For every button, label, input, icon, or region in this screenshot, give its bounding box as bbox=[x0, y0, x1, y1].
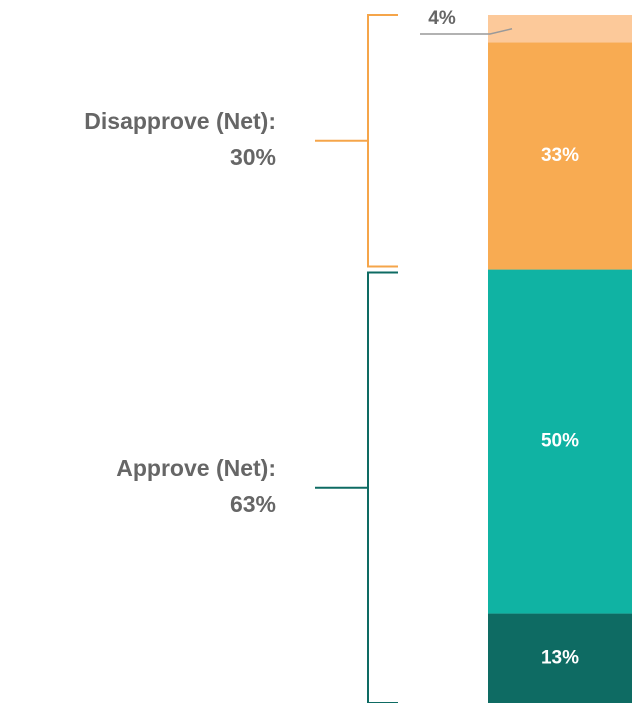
value-label: 13% bbox=[541, 647, 579, 668]
bar-segment bbox=[488, 613, 632, 703]
bar-segment bbox=[488, 42, 632, 270]
bar-segment bbox=[488, 269, 632, 614]
value-label: 50% bbox=[541, 431, 579, 452]
leader-line bbox=[420, 28, 513, 35]
net-label: Disapprove (Net): bbox=[84, 108, 276, 134]
bracket bbox=[315, 271, 398, 703]
bracket bbox=[315, 14, 398, 268]
value-label: 33% bbox=[541, 145, 579, 166]
net-label: Approve (Net): bbox=[116, 455, 276, 481]
value-label: 4% bbox=[428, 8, 456, 29]
net-value: 30% bbox=[230, 144, 276, 170]
net-value: 63% bbox=[230, 491, 276, 517]
